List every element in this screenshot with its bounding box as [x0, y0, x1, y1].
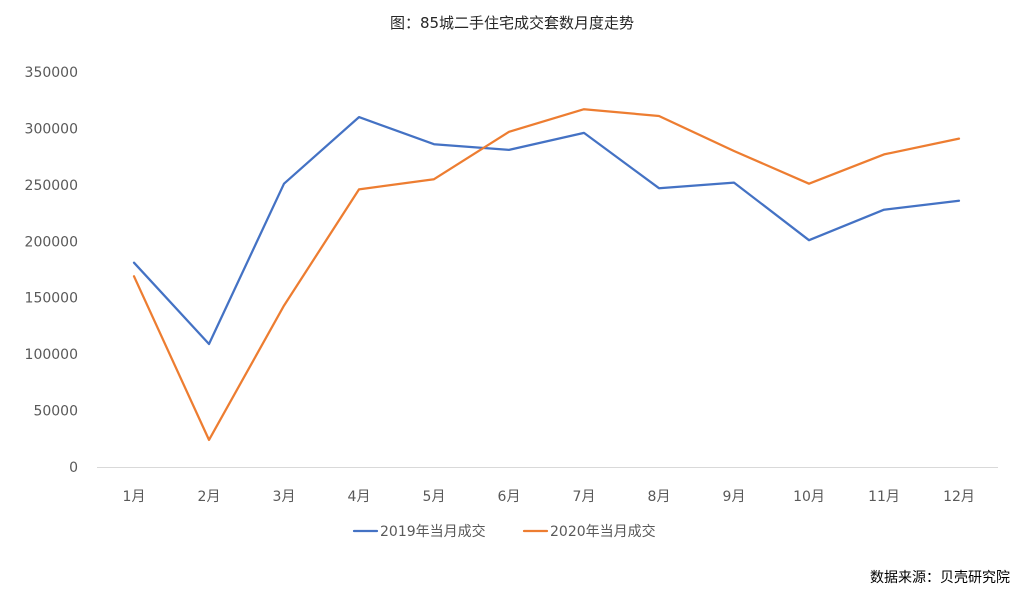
chart-title: 图：85城二手住宅成交套数月度走势 [390, 14, 634, 32]
data-point-series-1-9 [731, 180, 737, 186]
x-tick-label: 11月 [868, 489, 900, 505]
data-point-series-2-7 [581, 106, 587, 112]
x-tick-label: 6月 [498, 489, 521, 505]
x-tick-label: 5月 [423, 489, 446, 505]
x-tick-label: 9月 [723, 489, 746, 505]
y-tick-label: 350000 [25, 65, 78, 81]
data-point-series-2-6 [506, 129, 512, 135]
legend-item-series-1: 2019年当月成交 [352, 523, 486, 540]
data-point-series-1-8 [656, 185, 662, 191]
data-point-series-1-12 [956, 198, 962, 204]
y-axis-tick-labels: 0 50000 100000 150000 200000 250000 300000 3500… [25, 65, 78, 476]
data-point-series-1-2 [206, 341, 212, 347]
legend-label-series-2: 2020年当月成交 [550, 523, 656, 540]
data-point-series-1-5 [431, 141, 437, 147]
y-tick-label: 0 [69, 460, 78, 476]
data-point-series-2-5 [431, 176, 437, 182]
data-point-series-2-3 [281, 303, 287, 309]
data-point-series-2-4 [356, 186, 362, 192]
y-tick-label: 100000 [25, 347, 78, 363]
y-tick-label: 150000 [25, 291, 78, 307]
x-tick-label: 10月 [793, 489, 825, 505]
source-note: 数据来源：贝壳研究院 [870, 569, 1010, 586]
data-point-series-1-7 [581, 130, 587, 136]
data-point-series-2-8 [656, 113, 662, 119]
data-point-series-2-1 [131, 273, 137, 279]
legend-label-series-1: 2019年当月成交 [380, 523, 486, 540]
data-point-series-1-11 [881, 207, 887, 213]
data-point-series-2-2 [206, 437, 212, 443]
data-point-series-1-6 [506, 147, 512, 153]
data-point-series-2-10 [806, 181, 812, 187]
y-tick-label: 50000 [33, 404, 78, 420]
data-point-series-2-9 [731, 148, 737, 154]
series-lines [131, 106, 962, 443]
legend: 2019年当月成交 2020年当月成交 [352, 523, 656, 540]
data-point-series-1-4 [356, 114, 362, 120]
x-tick-label: 2月 [198, 489, 221, 505]
y-tick-label: 250000 [25, 178, 78, 194]
y-tick-label: 200000 [25, 234, 78, 250]
x-tick-label: 12月 [943, 489, 975, 505]
y-tick-label: 300000 [25, 121, 78, 137]
x-tick-label: 1月 [123, 489, 146, 505]
data-point-series-1-10 [806, 237, 812, 243]
x-axis-tick-labels: 1月 2月 3月 4月 5月 6月 7月 8月 9月 10月 11月 12月 [123, 489, 975, 505]
x-tick-label: 4月 [348, 489, 371, 505]
data-point-series-2-12 [956, 136, 962, 142]
data-point-series-2-11 [881, 151, 887, 157]
legend-item-series-2: 2020年当月成交 [522, 523, 656, 540]
x-tick-label: 8月 [648, 489, 671, 505]
data-point-series-1-1 [131, 260, 137, 266]
data-point-series-1-3 [281, 181, 287, 187]
series-line-2 [132, 108, 961, 442]
x-tick-label: 7月 [573, 489, 596, 505]
x-tick-label: 3月 [273, 489, 296, 505]
series-line-1 [132, 115, 961, 346]
